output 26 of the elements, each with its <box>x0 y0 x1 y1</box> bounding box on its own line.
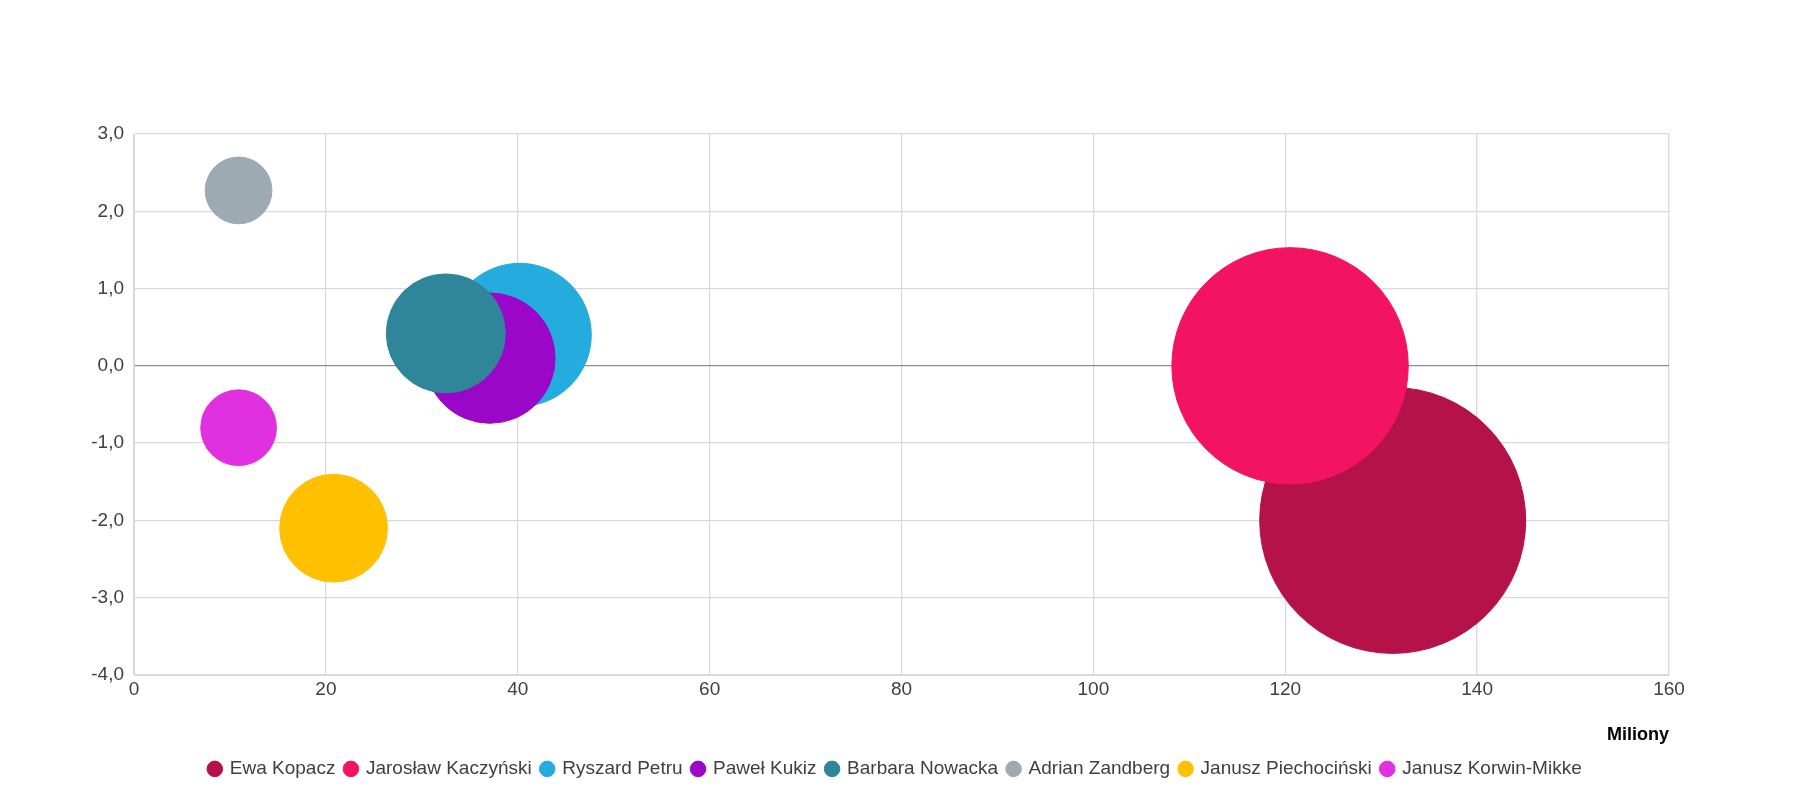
y-tick-label: 0,0 <box>97 354 124 376</box>
legend-label: Janusz Piechociński <box>1200 757 1372 779</box>
legend-label: Barbara Nowacka <box>847 757 999 779</box>
y-tick-label: -4,0 <box>91 663 124 685</box>
legend-label: Ryszard Petru <box>562 757 683 779</box>
x-axis-title: Miliony <box>1607 723 1669 744</box>
y-tick-label: -1,0 <box>91 431 124 453</box>
y-tick-label: -3,0 <box>91 585 124 607</box>
y-tick-label: 3,0 <box>97 122 124 144</box>
legend-label: Jarosław Kaczyński <box>365 757 532 779</box>
legend-label: Adrian Zandberg <box>1028 757 1171 779</box>
x-tick-label: 20 <box>315 677 337 699</box>
x-tick-label: 0 <box>128 677 140 699</box>
legend-label: Janusz Korwin-Mikke <box>1402 757 1582 779</box>
x-tick-label: 100 <box>1077 677 1110 699</box>
y-tick-label: -2,0 <box>91 508 124 530</box>
y-tick-label: 1,0 <box>97 276 124 298</box>
x-tick-label: 140 <box>1461 677 1493 699</box>
x-tick-label: 120 <box>1269 677 1302 699</box>
x-tick-label: 160 <box>1653 677 1685 699</box>
x-tick-label: 40 <box>507 677 529 699</box>
x-tick-label: 60 <box>699 677 721 699</box>
legend-label: Ewa Kopacz <box>229 757 336 779</box>
y-tick-label: 2,0 <box>97 199 124 221</box>
x-tick-label: 80 <box>890 677 913 699</box>
legend-label: Paweł Kukiz <box>713 757 817 779</box>
